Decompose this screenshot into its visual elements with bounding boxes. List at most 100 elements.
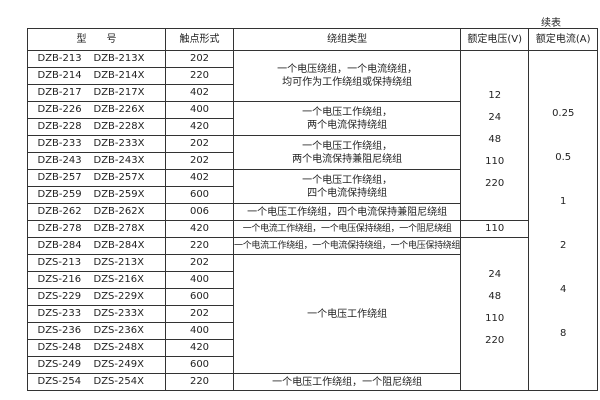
- winding-line: 一个电流工作绕组，一个电流保持绕组，一个电压保持绕组: [234, 240, 461, 251]
- contact-cell: 400: [165, 271, 234, 289]
- header-current: 额定电流(A): [528, 28, 599, 51]
- winding-type-cell: 一个电压工作绕组， 四个电流保持绕组: [232, 169, 462, 204]
- voltage-value: 220: [485, 178, 505, 189]
- winding-type-cell: 一个电压工作绕组， 两个电流保持绕组: [232, 101, 462, 136]
- model: DZB-233: [37, 138, 82, 149]
- model-x: DZS-248X: [93, 342, 144, 353]
- model: DZS-229: [37, 291, 82, 302]
- model: DZB-284: [37, 240, 82, 251]
- model-cell: DZB-226 DZB-226X: [27, 101, 166, 119]
- model-x: DZB-213X: [93, 53, 145, 64]
- model-cell: DZB-284 DZB-284X: [27, 237, 166, 255]
- spec-table: 型 号 触点形式 绕组类型 额定电压(V) 额定电流(A) DZB-213 DZB…: [27, 28, 599, 391]
- contact-cell: 600: [165, 186, 234, 204]
- model-cell: DZB-217 DZB-217X: [27, 84, 166, 102]
- header-winding: 绕组类型: [232, 28, 462, 51]
- model-x: DZB-214X: [93, 70, 145, 81]
- model: DZS-249: [37, 359, 82, 370]
- model: DZS-233: [37, 308, 82, 319]
- model: DZB-213: [37, 53, 82, 64]
- contact-cell: 006: [165, 203, 234, 221]
- model-cell: DZB-262 DZB-262X: [27, 203, 166, 221]
- winding-line: 两个电流保持兼阻尼绕组: [292, 153, 403, 165]
- winding-line: 均可作为工作绕组或保持绕组: [282, 77, 413, 88]
- model-x: DZB-243X: [93, 155, 145, 166]
- voltage-value: 24: [488, 269, 502, 280]
- winding-type-cell: 一个电流工作绕组，一个电压保持绕组，一个阻尼绕组: [232, 220, 462, 238]
- contact-cell: 220: [165, 67, 234, 85]
- winding-line: 一个电压工作绕组，四个电流保持兼阻尼绕组: [247, 206, 448, 218]
- winding-line: 一个电压工作绕组，: [302, 106, 393, 118]
- model-x: DZS-229X: [93, 291, 144, 302]
- header-row: 型 号 触点形式 绕组类型 额定电压(V) 额定电流(A): [27, 28, 599, 51]
- model-cell: DZS-213 DZS-213X: [27, 254, 166, 272]
- model: DZB-214: [37, 70, 82, 81]
- model: DZB-259: [37, 189, 82, 200]
- winding-line: 两个电流保持绕组: [307, 119, 388, 131]
- voltage-value: 110: [485, 313, 505, 324]
- model-x: DZB-284X: [93, 240, 145, 251]
- contact-cell: 202: [165, 135, 234, 153]
- voltage-cell: 12 24 48 110 220: [460, 50, 530, 221]
- voltage-value: 12: [488, 90, 502, 101]
- table-row: DZB-257 DZB-257X 402 一个电压工作绕组， 四个电流保持绕组: [27, 169, 598, 204]
- model-x: DZS-213X: [93, 257, 144, 268]
- winding-line: 一个电压工作绕组: [307, 308, 388, 320]
- table-row: DZS-216 DZS-216X 400: [27, 271, 598, 289]
- voltage-value: 24: [488, 112, 502, 123]
- model-x: DZB-217X: [93, 87, 145, 98]
- voltage-value: 48: [488, 291, 502, 302]
- contact-cell: 400: [165, 101, 234, 119]
- table-row: DZS-233 DZS-233X 202: [27, 305, 598, 323]
- model-cell: DZS-229 DZS-229X: [27, 288, 166, 306]
- model: DZB-243: [37, 155, 82, 166]
- model: DZB-226: [37, 104, 82, 115]
- model-cell: DZB-278 DZB-278X: [27, 220, 166, 238]
- table-row: DZB-262 DZB-262X 006 一个电压工作绕组，四个电流保持兼阻尼绕组: [27, 203, 598, 221]
- winding-type-cell: 一个电压工作绕组， 两个电流保持兼阻尼绕组: [232, 135, 462, 170]
- winding-line: 一个电压绕组，一个电流绕组，: [277, 64, 418, 75]
- model: DZS-248: [37, 342, 82, 353]
- current-value: 8: [560, 328, 567, 339]
- model: DZB-217: [37, 87, 82, 98]
- voltage-cell: 110: [460, 220, 530, 238]
- model: DZS-213: [37, 257, 82, 268]
- winding-line: 四个电流保持绕组: [307, 187, 388, 199]
- header-contact: 触点形式: [165, 28, 234, 51]
- contact-cell: 600: [165, 356, 234, 374]
- contact-cell: 220: [165, 373, 234, 391]
- contact-cell: 420: [165, 339, 234, 357]
- table-row: DZS-254 DZS-254X 220 一个电压工作绕组，一个阻尼绕组: [27, 373, 598, 391]
- contact-cell: 202: [165, 152, 234, 170]
- winding-type-cell: 一个电压工作绕组: [232, 254, 462, 374]
- winding-line: 一个电压工作绕组，一个阻尼绕组: [272, 376, 423, 388]
- model-cell: DZB-233 DZB-233X: [27, 135, 166, 153]
- model-x: DZS-254X: [93, 376, 144, 387]
- model-cell: DZB-259 DZB-259X: [27, 186, 166, 204]
- model-x: DZB-259X: [93, 189, 145, 200]
- model-cell: DZB-243 DZB-243X: [27, 152, 166, 170]
- winding-type-cell: 一个电压工作绕组，四个电流保持兼阻尼绕组: [232, 203, 462, 221]
- model-x: DZB-278X: [93, 223, 145, 234]
- winding-type-cell: 一个电压工作绕组，一个阻尼绕组: [232, 373, 462, 391]
- model: DZS-216: [37, 274, 82, 285]
- winding-line: 一个电流工作绕组，一个电压保持绕组，一个阻尼绕组: [242, 223, 452, 234]
- contact-cell: 202: [165, 305, 234, 323]
- voltage-cell: 24 48 110 220: [460, 237, 530, 391]
- table-row: DZB-214 DZB-214X 220: [27, 67, 598, 85]
- model: DZB-228: [37, 121, 82, 132]
- model-cell: DZB-257 DZB-257X: [27, 169, 166, 187]
- model-x: DZB-233X: [93, 138, 145, 149]
- contact-cell: 220: [165, 237, 234, 255]
- winding-type-cell: 一个电流工作绕组，一个电流保持绕组，一个电压保持绕组: [232, 237, 462, 255]
- model-x: DZS-249X: [93, 359, 144, 370]
- contact-cell: 202: [165, 254, 234, 272]
- model: DZB-257: [37, 172, 82, 183]
- model-x: DZB-262X: [93, 206, 145, 217]
- table-row: DZS-248 DZS-248X 420: [27, 339, 598, 357]
- contact-cell: 400: [165, 322, 234, 340]
- model-cell: DZS-216 DZS-216X: [27, 271, 166, 289]
- model-cell: DZS-236 DZS-236X: [27, 322, 166, 340]
- table-row: DZB-284 DZB-284X 220 一个电流工作绕组，一个电流保持绕组，一个电压…: [27, 237, 598, 391]
- voltage-value: 220: [485, 335, 505, 346]
